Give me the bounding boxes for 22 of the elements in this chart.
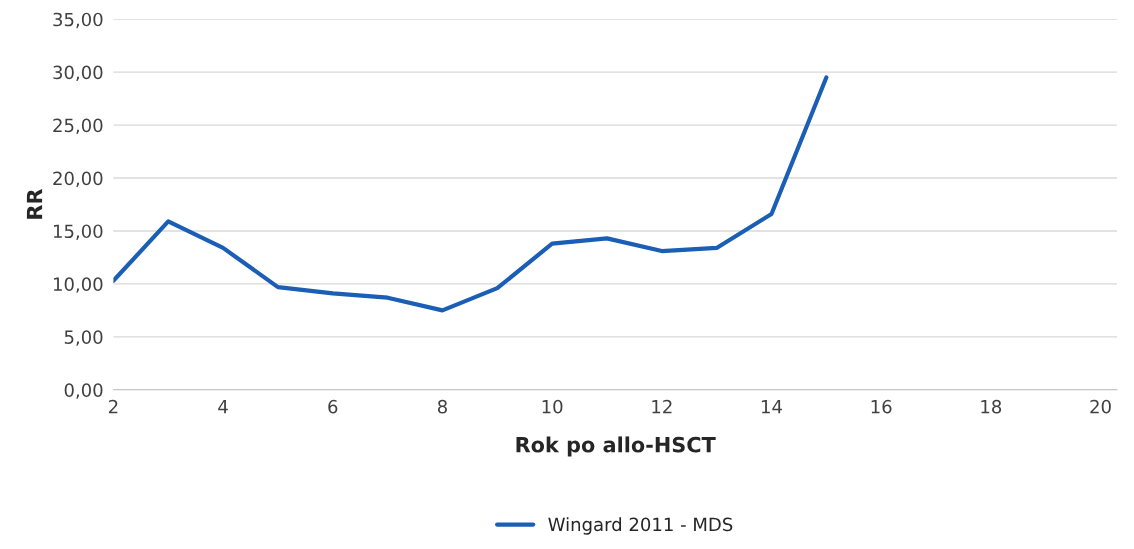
x-axis-title: Rok po allo-HSCT: [516, 436, 716, 457]
x-tick-label: 16: [871, 399, 892, 414]
x-tick-label: 8: [437, 399, 447, 414]
y-tick-label: 25,00: [53, 118, 103, 135]
line-series: [113, 75, 829, 313]
x-tick-label: 18: [981, 399, 1002, 414]
x-tick-label: 6: [328, 399, 338, 414]
y-tick-label: 15,00: [53, 224, 103, 240]
y-axis-title: RR: [26, 188, 43, 219]
y-tick-label: 35,00: [53, 12, 103, 29]
y-tick-label: 5,00: [64, 330, 103, 346]
y-tick-label: 20,00: [53, 171, 103, 187]
x-tick-label: 20: [1090, 399, 1111, 414]
x-tick-label: 2: [108, 399, 118, 414]
x-tick-label: 12: [652, 399, 672, 414]
y-tick-label: 30,00: [53, 65, 103, 82]
x-tick-label: 14: [761, 400, 782, 414]
x-tick-label: 4: [218, 400, 228, 414]
y-tick-label: 10,00: [53, 277, 103, 293]
y-tick-label: 0,00: [64, 383, 103, 399]
legend-label: Wingard 2011 - MDS: [548, 517, 733, 535]
x-tick-label: 10: [542, 399, 563, 414]
